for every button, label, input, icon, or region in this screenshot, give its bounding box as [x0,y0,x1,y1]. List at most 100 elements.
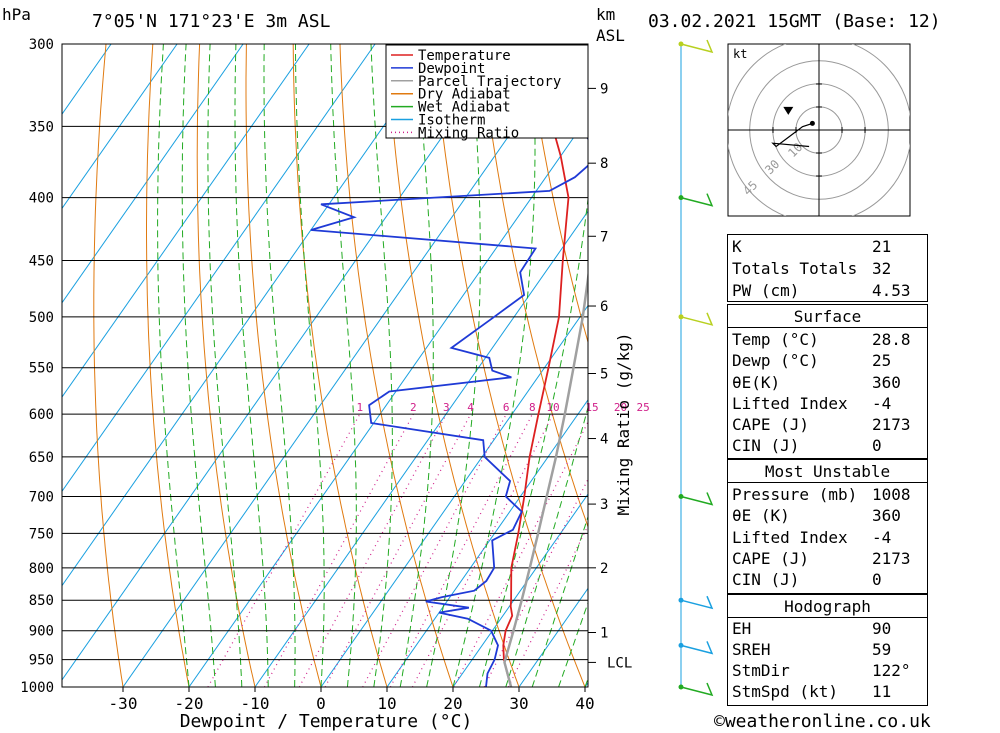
hodograph-start-point [809,120,815,126]
index-row-totals: Totals Totals 32 [728,259,927,280]
most-unstable-value: 1008 [872,485,911,504]
dry-adiabat-line [146,44,190,687]
surface-label: Lifted Index [732,394,848,413]
index-value: 21 [872,237,892,256]
wet-adiabat-line [207,44,243,687]
most-unstable-row: Lifted Index -4 [728,528,927,549]
hodograph-row: StmSpd (kt) 11 [728,682,927,703]
legend-entry: Isotherm [418,113,485,129]
km-tick-label: 8 [600,156,608,172]
surface-label: Dewp (°C) [732,351,819,370]
mixing-ratio-tick-label: 4 [467,401,474,414]
index-value: 32 [872,259,892,278]
wind-barb [680,312,714,326]
mixing-ratio-tick-label: 25 [636,401,649,414]
y-tick-label: 900 [29,624,54,640]
isotherm-line [320,304,588,687]
temperature-line [502,44,570,687]
most-unstable-label: CAPE (J) [732,549,810,568]
legend-box [385,44,589,139]
mixing-ratio-tick-label: 3 [443,401,450,414]
surface-label: CAPE (J) [732,415,810,434]
surface-title: Surface [793,307,862,326]
mixing-ratio-line [507,524,588,687]
isotherm-line [188,116,588,687]
hodograph-value: 59 [872,640,892,659]
wet-adiabat-line [330,44,357,687]
storm-motion-marker [783,106,794,115]
surface-row: θE(K) 360 [728,373,927,394]
legend-entry: Dry Adiabat [418,87,511,103]
mixing-ratio-line [389,413,533,687]
surface-value: 360 [872,373,901,392]
wind-barb [680,39,714,54]
hodograph-label: SREH [732,640,771,659]
most-unstable-label: θE (K) [732,506,790,525]
most-unstable-box: Most Unstable Pressure (mb) 1008 θE (K) 36… [727,459,928,594]
km-tick-label: 3 [600,497,608,513]
dry-adiabat-line [93,44,124,687]
mixing-ratio-line [207,413,361,687]
most-unstable-label: CIN (J) [732,570,800,589]
isotherm-line [62,44,508,681]
wet-adiabat-line [295,44,325,687]
datetime-title: 03.02.2021 15GMT (Base: 12) [648,11,941,32]
surface-row: CIN (J) 0 [728,436,927,457]
mixing-ratio-line [483,477,588,687]
y-tick-label: 300 [29,37,54,53]
x-tick-label: 40 [575,694,594,713]
location-title: 7°05'N 171°23'E 3m ASL [92,11,331,32]
hodograph-value: 11 [872,682,892,701]
km-tick-label: 9 [600,81,608,97]
surface-value: 2173 [872,415,911,434]
wet-adiabat-line [370,44,393,687]
isotherm-line [122,44,574,687]
isotherm-line [386,398,588,687]
most-unstable-value: -4 [872,528,892,547]
dry-adiabat-line [526,44,588,345]
hodograph-value: 90 [872,619,892,638]
x-tick-label: 0 [316,694,326,713]
wet-adiabat-line [181,44,216,687]
wind-barb [680,641,714,655]
mixing-ratio-tick-label: 10 [546,401,559,414]
most-unstable-value: 0 [872,570,882,589]
index-value: 4.53 [872,281,911,300]
surface-row: CAPE (J) 2173 [728,415,927,436]
y-tick-label: 600 [29,407,54,423]
copyright-footer[interactable]: ©weatheronline.co.uk [714,711,931,732]
indices-box: K 21 Totals Totals 32 PW (cm) 4.53 [727,234,928,302]
wind-barb [680,193,714,207]
hodograph-row: SREH 59 [728,640,927,661]
km-tick-label: 5 [600,367,608,383]
hodograph-box: Hodograph EH 90 SREH 59 StmDir 122° StmSpd … [727,594,928,706]
most-unstable-value: 2173 [872,549,911,568]
x-axis-label: Dewpoint / Temperature (°C) [180,711,473,732]
km-tick-label: 2 [600,561,608,577]
y-tick-label: 350 [29,119,54,135]
hodograph-row: StmDir 122° [728,661,927,682]
most-unstable-row: CAPE (J) 2173 [728,549,927,570]
dewpoint-line [310,44,588,687]
hodograph-label: StmSpd (kt) [732,682,838,701]
x-tick-label: -20 [175,694,204,713]
asl-unit-label: ASL [596,26,625,45]
dry-adiabat-line [948,44,1000,687]
mixing-ratio-line [453,420,588,687]
km-tick-label: 1 [600,626,608,642]
index-row-pw: PW (cm) 4.53 [728,281,927,302]
dry-adiabat-line [245,44,322,687]
mixing-ratio-tick-label: 1 [356,401,363,414]
wet-adiabat-line [263,44,296,687]
hodograph-label: StmDir [732,661,790,680]
y-tick-label: 1000 [20,680,54,696]
y-tick-label: 700 [29,490,54,506]
surface-label: θE(K) [732,373,781,392]
km-unit-label: km [596,5,616,24]
km-tick-label: 6 [600,299,608,315]
legend-entry: Dewpoint [418,61,485,77]
surface-label: Temp (°C) [732,330,819,349]
y-tick-label: 400 [29,191,54,207]
parcel-trajectory-line [503,269,588,687]
legend-entry: Temperature [418,48,511,64]
